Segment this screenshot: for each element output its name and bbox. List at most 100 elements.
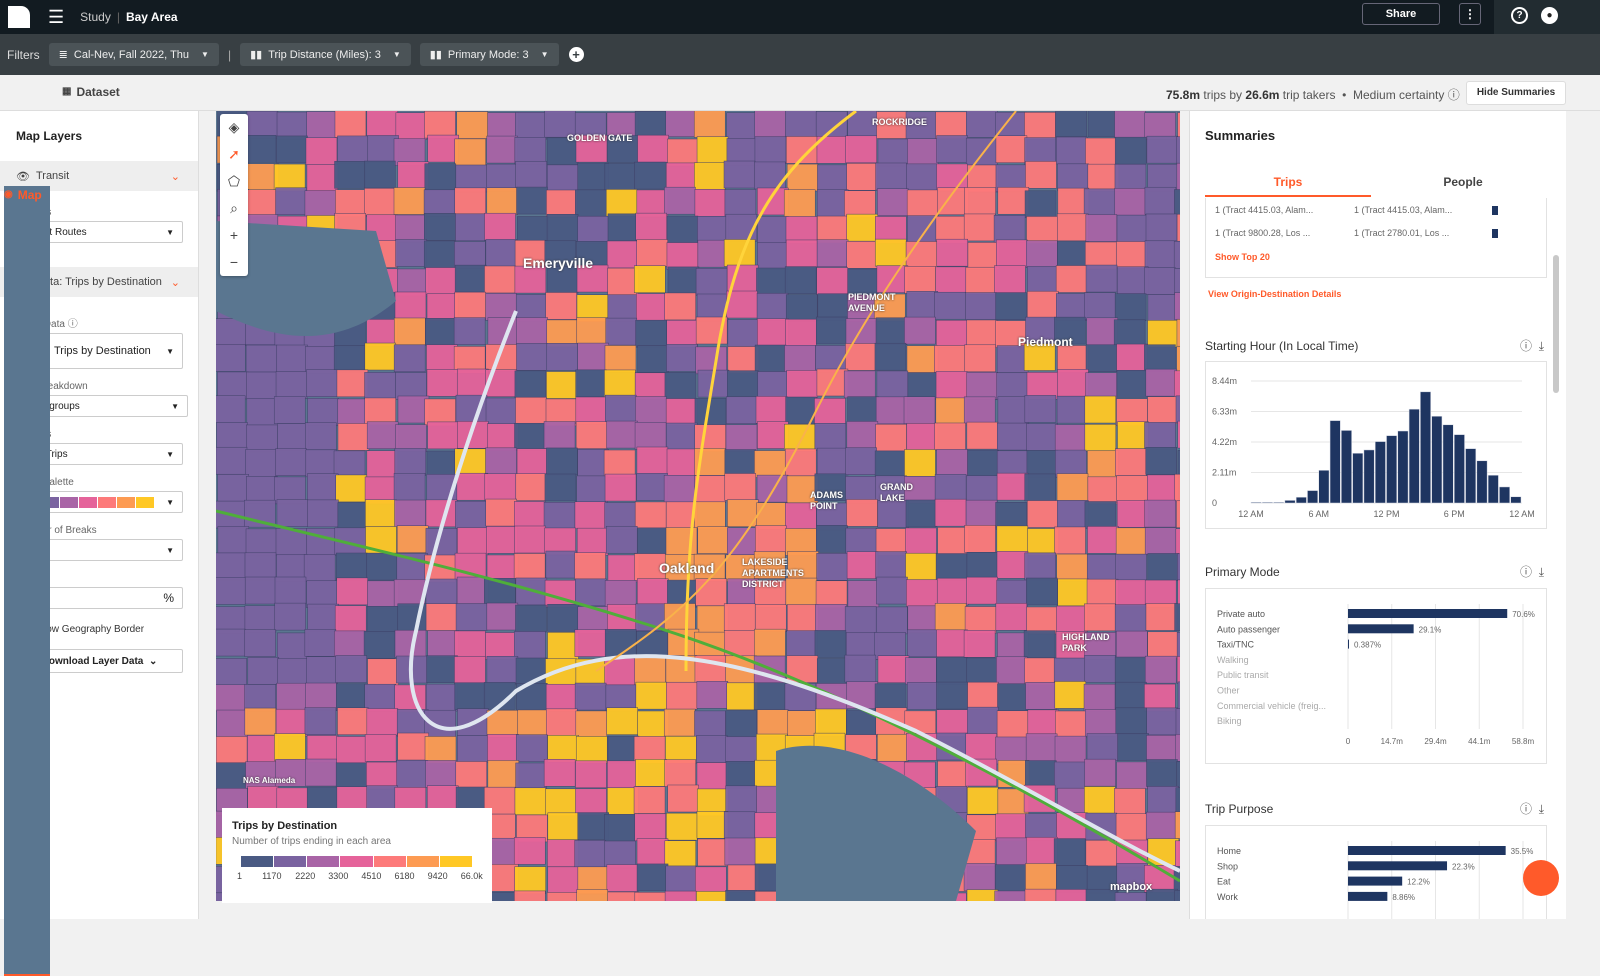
map-area — [1144, 344, 1176, 372]
info-icon[interactable]: ⓘ — [1520, 802, 1533, 816]
eye-icon[interactable]: 👁 — [16, 170, 30, 183]
map-area — [275, 371, 308, 399]
map-area — [454, 291, 486, 320]
map-area — [425, 603, 458, 631]
map-area — [394, 448, 427, 476]
polygon-icon[interactable]: ⬠ — [227, 173, 241, 189]
map-area — [905, 527, 937, 556]
map-area — [995, 813, 1027, 842]
map-area — [1083, 683, 1116, 712]
map-area — [1144, 186, 1177, 215]
info-icon[interactable]: ⓘ — [1520, 565, 1533, 579]
destination: 1 (Tract 4415.03, Alam... — [1354, 205, 1453, 215]
bar — [1348, 876, 1403, 886]
show-top-20-link[interactable]: Show Top 20 — [1215, 252, 1270, 262]
zoom-out-icon[interactable]: − — [229, 254, 239, 270]
map-area — [903, 396, 936, 424]
download-icon[interactable]: ⤓ — [1538, 565, 1544, 579]
map-area — [966, 372, 998, 400]
tab-people[interactable]: People — [1443, 175, 1483, 189]
map-area — [1027, 290, 1059, 319]
map-area — [1086, 733, 1119, 761]
map-area — [667, 579, 699, 608]
chat-button[interactable] — [1523, 860, 1559, 896]
map-area — [635, 759, 667, 787]
histogram-bar — [1363, 449, 1375, 504]
map-toolbar: ◈ ➚ ⬠ ⌕ + − — [220, 114, 248, 276]
map-area — [575, 134, 608, 163]
map-area — [1087, 163, 1120, 192]
map-area — [245, 344, 278, 373]
map-area — [276, 135, 308, 164]
map-area — [217, 526, 250, 554]
question-icon[interactable]: ? — [1511, 7, 1528, 24]
chart-actions: ⓘ ⤓ — [1520, 337, 1544, 354]
info-icon[interactable]: ⓘ — [67, 319, 78, 330]
map-area — [364, 342, 397, 371]
map-area — [515, 396, 547, 425]
map-area — [636, 189, 669, 218]
tab-dataset[interactable]: ▦ Dataset — [62, 83, 132, 109]
replica-logo[interactable] — [8, 6, 30, 28]
user-icon[interactable]: ● — [1541, 7, 1558, 24]
bar-value-label: 70.6% — [1512, 610, 1535, 619]
chevron-down-icon[interactable]: ⌄ — [170, 170, 180, 183]
layers-icon[interactable]: ◈ — [228, 119, 240, 135]
filter-chip-trip-distance[interactable]: ▮▮ Trip Distance (Miles): 3 ▼ — [240, 43, 411, 66]
map-area — [1144, 499, 1176, 528]
choropleth-map[interactable] — [216, 111, 1180, 901]
category-label: Walking — [1217, 655, 1249, 665]
map-area — [997, 683, 1029, 712]
map-area — [1174, 268, 1180, 296]
share-button[interactable]: Share — [1362, 3, 1440, 25]
map-area — [1084, 424, 1117, 452]
category-label: Taxi/TNC — [1217, 640, 1255, 650]
map-canvas[interactable] — [216, 111, 1180, 901]
map-area — [605, 317, 638, 346]
map-area — [754, 628, 786, 657]
info-icon[interactable]: ⓘ — [1447, 88, 1460, 102]
map-area — [754, 136, 787, 164]
hide-summaries-button[interactable]: Hide Summaries — [1466, 81, 1566, 105]
menu-icon[interactable]: ☰ — [48, 6, 65, 27]
map-area — [426, 655, 458, 683]
info-icon[interactable]: ⓘ — [1520, 339, 1533, 353]
map-area — [847, 268, 879, 297]
download-icon[interactable]: ⤓ — [1538, 339, 1544, 353]
kebab-icon[interactable]: ⋮ — [1459, 3, 1481, 25]
map-area — [424, 736, 457, 764]
bar-value-label: 8.86% — [1392, 893, 1415, 902]
map-area — [785, 111, 817, 138]
scrollbar[interactable] — [1553, 255, 1559, 393]
chevron-down-icon[interactable]: ⌄ — [170, 276, 180, 289]
search-icon[interactable]: ⌕ — [230, 200, 238, 216]
map-area — [636, 239, 668, 267]
map-area — [484, 473, 517, 501]
plus-circle-icon[interactable]: + — [568, 47, 584, 62]
map-area — [1054, 735, 1087, 764]
filter-chip-dataset[interactable]: ≣ Cal-Nev, Fall 2022, Thu ▼ — [48, 43, 219, 66]
map-area — [935, 266, 967, 295]
map-area — [666, 215, 699, 244]
map-area — [1147, 163, 1179, 192]
map-area — [634, 657, 666, 686]
map-area — [995, 502, 1027, 530]
breadcrumb-study[interactable]: Study — [80, 10, 111, 24]
map-area — [275, 708, 308, 737]
map-area — [875, 396, 908, 425]
pointer-icon[interactable]: ➚ — [228, 146, 240, 162]
map-area — [307, 398, 339, 426]
download-icon[interactable]: ⤓ — [1538, 802, 1544, 816]
map-area — [997, 396, 1030, 424]
map-area — [603, 449, 636, 478]
map-area — [996, 345, 1029, 373]
y-tick-label: 8.44m — [1212, 376, 1237, 386]
tab-map[interactable]: ◉ Map — [4, 186, 50, 976]
zoom-in-icon[interactable]: + — [229, 227, 239, 243]
tab-trips[interactable]: Trips — [1205, 175, 1371, 197]
filter-chip-primary-mode[interactable]: ▮▮ Primary Mode: 3 ▼ — [419, 43, 559, 66]
map-area — [1176, 136, 1180, 164]
map-area — [1055, 631, 1088, 659]
view-od-details-link[interactable]: View Origin-Destination Details — [1208, 289, 1342, 299]
map-area — [306, 528, 338, 556]
